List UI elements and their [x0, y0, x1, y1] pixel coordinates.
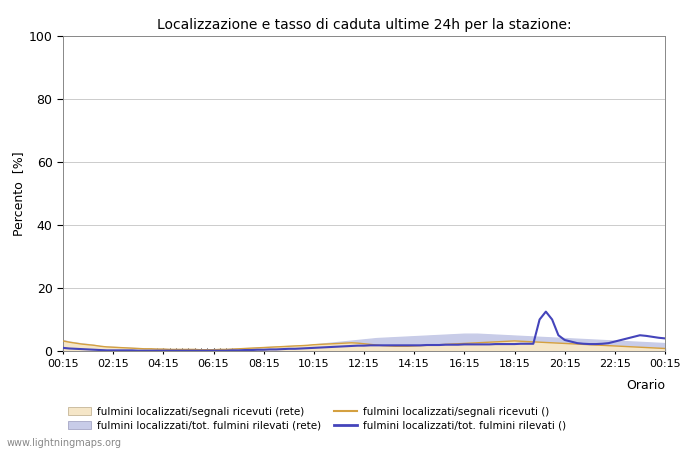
- Text: Orario: Orario: [626, 379, 665, 392]
- Legend: fulmini localizzati/segnali ricevuti (rete), fulmini localizzati/tot. fulmini ri: fulmini localizzati/segnali ricevuti (re…: [68, 407, 566, 431]
- Y-axis label: Percento  [%]: Percento [%]: [11, 151, 25, 236]
- Text: www.lightningmaps.org: www.lightningmaps.org: [7, 438, 122, 448]
- Title: Localizzazione e tasso di caduta ultime 24h per la stazione:: Localizzazione e tasso di caduta ultime …: [157, 18, 571, 32]
